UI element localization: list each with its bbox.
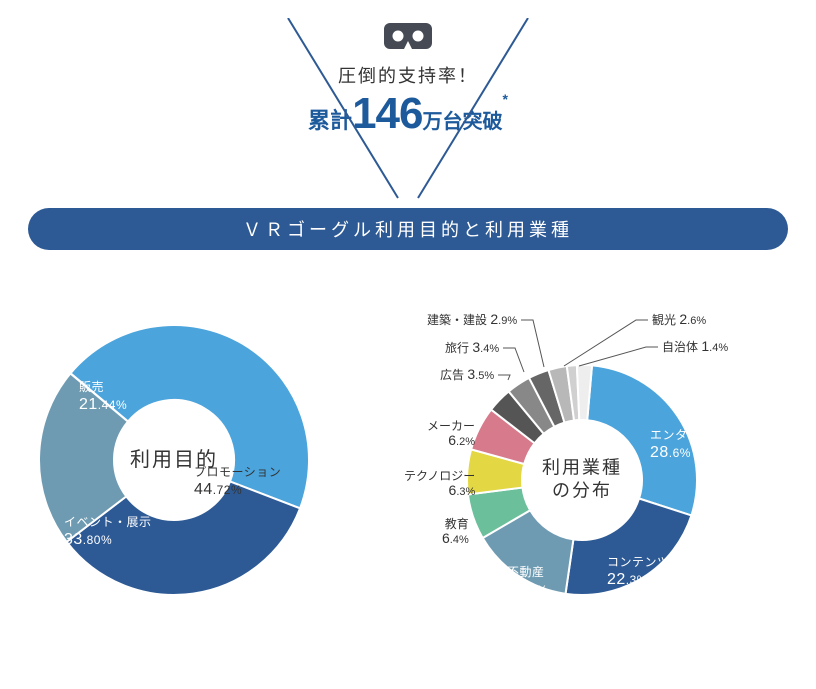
- ext-label-6: 広告 3.5%: [440, 367, 494, 382]
- hero: 圧倒的支持率！ 累計146万台突破*: [0, 18, 816, 208]
- hero-prefix: 累計: [308, 108, 352, 133]
- slice-label-1: イベント・展示33.80%: [64, 515, 152, 550]
- slice-label-1: コンテンツ事業22.3%: [607, 555, 695, 590]
- ext-label-8: 建築・建設 2.9%: [427, 312, 517, 327]
- hero-asterisk: *: [502, 91, 507, 107]
- slice-label-0: プロモーション44.72%: [194, 465, 281, 500]
- ext-label-5: メーカー6.2%: [427, 420, 475, 449]
- donut-industry-center-l2: の分布: [552, 481, 612, 501]
- ext-label-7: 旅行 3.4%: [445, 340, 499, 355]
- ext-label-9: 観光 2.6%: [652, 312, 706, 327]
- section-title-bar: ＶＲゴーグル利用目的と利用業種: [28, 208, 788, 250]
- slice-label-2: 販売21.44%: [79, 380, 127, 415]
- donut-industry-center-l1: 利用業種: [542, 458, 622, 478]
- charts-row: 利用目的 プロモーション44.72%イベント・展示33.80%販売21.44% …: [0, 270, 816, 650]
- donut-industry: 利用業種 の分布 エンタメ28.6% コンテンツ事業22.3% 不動産14.3% 教育…: [352, 270, 792, 650]
- vr-goggles-icon: [382, 18, 434, 54]
- donut-purpose: 利用目的 プロモーション44.72%イベント・展示33.80%販売21.44%: [24, 310, 324, 610]
- ext-label-4: テクノロジー6.3%: [404, 470, 475, 499]
- hero-unit: 万台突破: [422, 111, 502, 133]
- hero-subtitle: 圧倒的支持率！: [0, 62, 816, 88]
- donut-industry-center: 利用業種 の分布: [542, 457, 622, 504]
- hero-number: 146: [352, 89, 422, 138]
- ext-label-10: 自治体 1.4%: [662, 339, 728, 354]
- slice-label-2: 不動産14.3%: [507, 565, 548, 600]
- slice-label-0: エンタメ28.6%: [650, 428, 700, 463]
- ext-label-3: 教育6.4%: [442, 518, 469, 547]
- hero-headline: 累計146万台突破*: [0, 92, 816, 136]
